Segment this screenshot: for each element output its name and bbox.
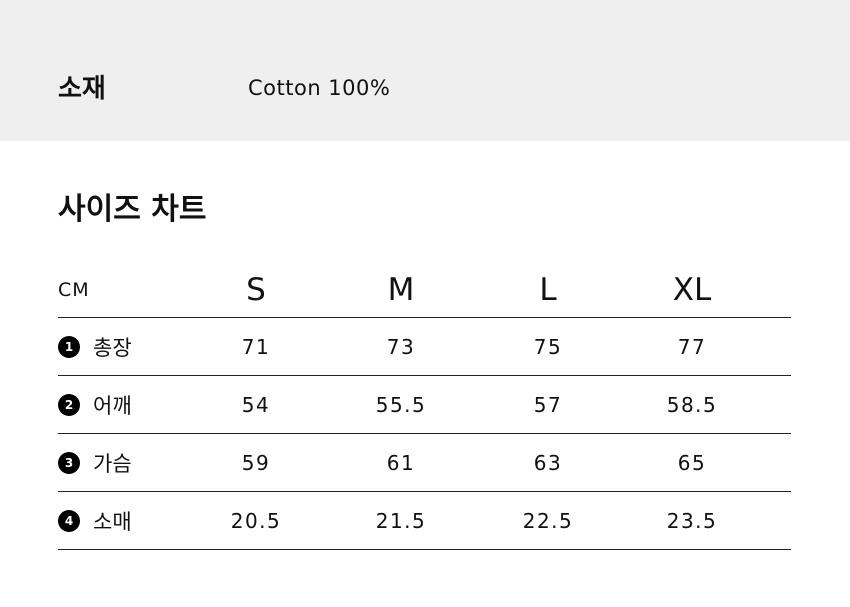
table-row: 3 가슴 59 61 63 65	[58, 434, 791, 492]
measure-name: 어깨	[93, 393, 132, 418]
row-label: 2 어깨	[58, 376, 132, 433]
measure-name: 소매	[93, 509, 132, 534]
table-cell: 73	[386, 334, 416, 359]
table-cell: 59	[241, 450, 271, 475]
table-cell: 63	[533, 450, 563, 475]
measure-name: 총장	[93, 335, 132, 360]
size-chart-title: 사이즈 차트	[58, 192, 207, 227]
size-chart-table: CM S M L XL 1 총장 71 73 75 77 2 어깨 54 55.5 …	[58, 262, 791, 550]
table-cell: 20.5	[230, 508, 282, 533]
table-cell: 75	[533, 334, 563, 359]
row-label: 4 소매	[58, 492, 132, 549]
table-cell: 58.5	[666, 392, 718, 417]
material-section: 소재 Cotton 100%	[0, 0, 850, 141]
row-label: 3 가슴	[58, 434, 132, 491]
size-header: XL	[672, 271, 712, 308]
table-cell: 54	[241, 392, 271, 417]
unit-label: CM	[58, 278, 90, 301]
number-badge-icon: 3	[58, 451, 80, 474]
measure-name: 가슴	[93, 451, 132, 476]
table-cell: 61	[386, 450, 416, 475]
table-header-row: CM S M L XL	[58, 262, 791, 318]
material-label: 소재	[58, 74, 106, 104]
table-cell: 57	[533, 392, 563, 417]
table-row: 4 소매 20.5 21.5 22.5 23.5	[58, 492, 791, 550]
table-cell: 71	[241, 334, 271, 359]
number-badge-icon: 2	[58, 393, 80, 416]
table-cell: 65	[677, 450, 707, 475]
table-cell: 21.5	[375, 508, 427, 533]
size-header: L	[539, 271, 557, 308]
table-cell: 77	[677, 334, 707, 359]
number-badge-icon: 1	[58, 335, 80, 358]
size-header: M	[387, 271, 415, 308]
number-badge-icon: 4	[58, 509, 80, 532]
table-cell: 55.5	[375, 392, 427, 417]
material-value: Cotton 100%	[248, 76, 391, 100]
row-label: 1 총장	[58, 318, 132, 375]
table-row: 1 총장 71 73 75 77	[58, 318, 791, 376]
table-row: 2 어깨 54 55.5 57 58.5	[58, 376, 791, 434]
table-cell: 23.5	[666, 508, 718, 533]
table-cell: 22.5	[522, 508, 574, 533]
size-header: S	[246, 271, 266, 308]
